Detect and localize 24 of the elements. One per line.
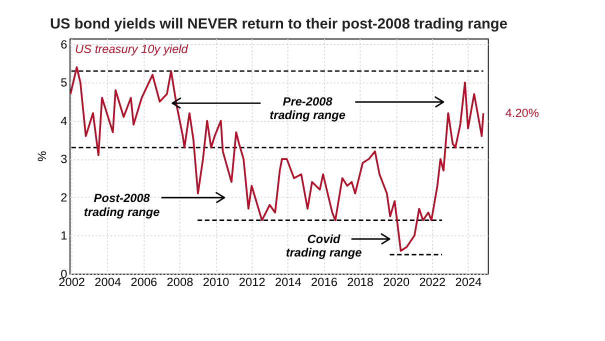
y-tick-label: 3	[60, 152, 68, 166]
x-tick-label: 2008	[166, 275, 194, 290]
y-tick-label: 6	[60, 37, 68, 52]
y-axis-title: %	[34, 150, 49, 162]
annotation: Post-2008 trading range	[84, 191, 160, 219]
x-tick-label: 2012	[238, 275, 266, 290]
x-tick-label: 2020	[383, 275, 410, 290]
x-tick-label: 2024	[455, 275, 482, 290]
y-tick-label: 5	[60, 76, 68, 90]
x-tick-label: 2004	[94, 275, 122, 290]
x-tick-label: 2010	[202, 275, 230, 290]
x-tick-label: 2014	[274, 275, 302, 290]
series-label: US treasury 10y yield	[75, 42, 188, 56]
data-label: 4.20%	[505, 106, 540, 120]
y-tick-label: 4	[60, 114, 68, 128]
x-tick-label: 2022	[419, 275, 446, 290]
annotation: Pre-2008 trading range	[270, 94, 346, 122]
x-tick-label: 2016	[311, 275, 338, 290]
x-tick-label: 2006	[130, 275, 158, 290]
y-tick-label: 2	[60, 190, 68, 204]
chart-title: US bond yields will NEVER return to their post-2008 trading range	[50, 16, 508, 32]
y-tick-label: 1	[60, 228, 68, 243]
annotation: Covid trading range	[286, 232, 362, 260]
x-tick-label: 2018	[347, 275, 374, 290]
